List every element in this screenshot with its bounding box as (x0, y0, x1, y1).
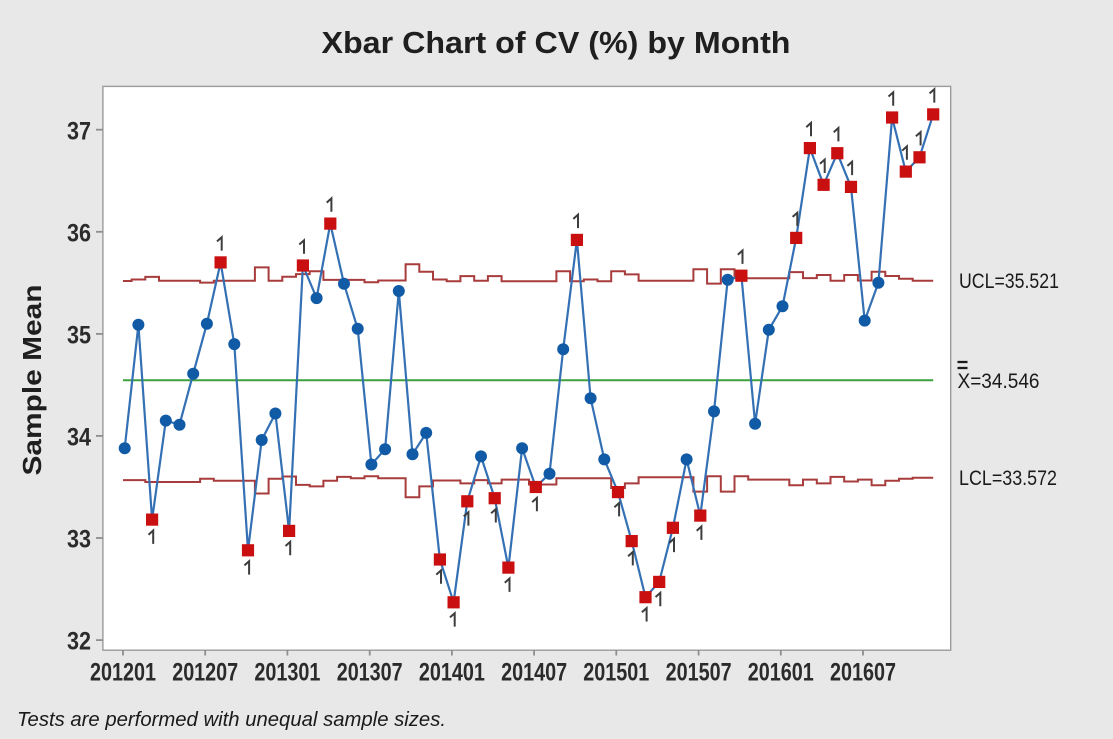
svg-text:201501: 201501 (583, 658, 649, 686)
svg-text:201401: 201401 (419, 658, 485, 686)
svg-text:Sample Mean: Sample Mean (17, 285, 47, 476)
svg-text:Tests are performed with unequ: Tests are performed with unequal sample … (17, 709, 446, 731)
svg-text:33: 33 (67, 526, 91, 554)
svg-text:201601: 201601 (748, 658, 814, 686)
svg-text:UCL=35.521: UCL=35.521 (959, 270, 1059, 293)
svg-text:201607: 201607 (830, 658, 896, 686)
svg-text:LCL=33.572: LCL=33.572 (959, 467, 1057, 490)
svg-text:201307: 201307 (337, 658, 403, 686)
svg-text:201201: 201201 (90, 658, 156, 686)
svg-text:201407: 201407 (501, 658, 567, 686)
svg-text:35: 35 (67, 322, 91, 350)
svg-text:201207: 201207 (172, 658, 238, 686)
svg-text:34: 34 (67, 424, 91, 452)
svg-text:Xbar Chart of CV (%) by Month: Xbar Chart of CV (%) by Month (322, 25, 791, 60)
svg-text:37: 37 (67, 117, 91, 145)
svg-text:36: 36 (67, 219, 91, 247)
svg-text:201301: 201301 (254, 658, 320, 686)
svg-text:201507: 201507 (666, 658, 732, 686)
svg-text:32: 32 (67, 628, 91, 656)
svg-text:X=34.546: X=34.546 (958, 370, 1040, 393)
